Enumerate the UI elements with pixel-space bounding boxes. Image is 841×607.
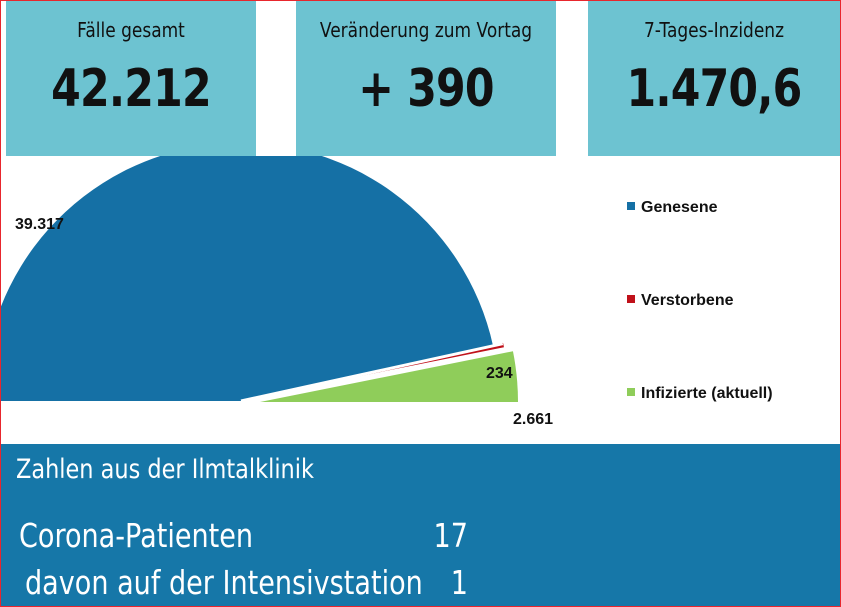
pie-slice-infizierte-aktuell <box>260 351 518 402</box>
pie-slices <box>1 156 518 403</box>
legend-item: Verstorbene <box>627 292 734 309</box>
clinic-row-label-icu: davon auf der Intensivstation <box>25 563 423 602</box>
legend-item: Infizierte (aktuell) <box>627 385 773 402</box>
stat-card-change: Veränderung zum Vortag + 390 <box>296 1 556 156</box>
slice-separator <box>240 342 504 403</box>
legend-swatch <box>627 202 635 210</box>
stat-label: 7-Tages-Inzidenz <box>643 18 785 42</box>
stat-label: Fälle gesamt <box>77 18 185 42</box>
clinic-row-value-icu: 1 <box>450 563 468 602</box>
pie-value-labels: 39.317 234 2.661 <box>15 216 553 428</box>
clinic-row-value-patients: 17 <box>433 516 468 555</box>
legend-swatch <box>627 388 635 396</box>
pie-value-label: 234 <box>486 365 513 382</box>
legend-swatch <box>627 295 635 303</box>
clinic-panel: Zahlen aus der Ilmtalklinik Corona-Patie… <box>1 444 840 606</box>
pie-slice-genesene <box>1 156 494 401</box>
legend-item: Genesene <box>627 199 718 216</box>
stat-value: 42.212 <box>51 59 211 119</box>
clinic-row-label-patients: Corona-Patienten <box>19 516 254 555</box>
stat-value: + 390 <box>358 59 494 119</box>
stat-card-total-cases: Fälle gesamt 42.212 <box>6 1 256 156</box>
chart-legend: Genesene Verstorbene Infizierte (aktuell) <box>627 199 773 402</box>
stat-label: Veränderung zum Vortag <box>319 18 533 42</box>
stat-card-incidence: 7-Tages-Inzidenz 1.470,6 <box>588 1 840 156</box>
clinic-title: Zahlen aus der Ilmtalklinik <box>16 454 314 485</box>
stat-value: 1.470,6 <box>626 59 802 119</box>
legend-label: Verstorbene <box>641 292 734 309</box>
legend-label: Genesene <box>641 199 718 216</box>
pie-value-label: 39.317 <box>15 216 64 233</box>
pie-value-label: 2.661 <box>513 411 553 428</box>
legend-label: Infizierte (aktuell) <box>641 385 773 402</box>
pie-chart: 39.317 234 2.661 Genesene Verstorbene Infizi… <box>1 156 773 428</box>
